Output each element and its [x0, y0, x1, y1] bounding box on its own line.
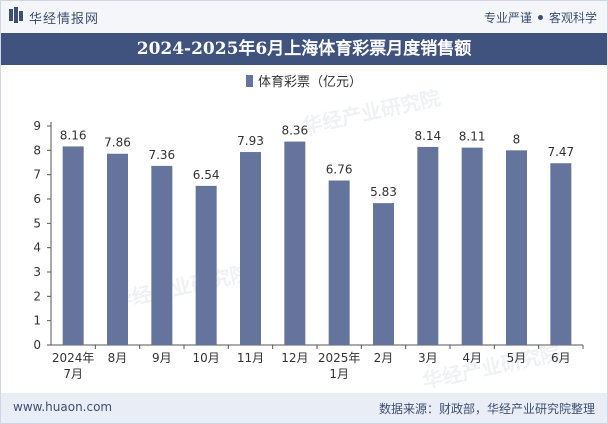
- bar: [107, 153, 128, 345]
- data-label: 8.11: [459, 130, 486, 144]
- data-label: 6.54: [193, 168, 220, 182]
- brand-logo-icon: [9, 7, 23, 27]
- bar: [195, 185, 217, 345]
- y-tick-label: 7: [33, 168, 41, 182]
- x-tick-label: 2024年: [52, 351, 95, 365]
- bar: [506, 150, 527, 345]
- x-tick-label: 4月: [462, 351, 482, 365]
- x-tick-label: 5月: [507, 351, 527, 365]
- x-tick-label: 7月: [63, 367, 83, 381]
- x-tick-label: 2025年: [318, 351, 361, 365]
- y-tick-label: 8: [33, 143, 41, 157]
- bar: [461, 147, 483, 345]
- brand-name: 华经情报网: [29, 11, 100, 27]
- bar: [373, 203, 394, 345]
- data-label: 7.86: [104, 136, 131, 150]
- chart-legend: 体育彩票（亿元）: [1, 71, 607, 90]
- tagline-right: 客观科学: [548, 11, 597, 25]
- data-label: 7.36: [148, 148, 175, 162]
- bar: [240, 152, 261, 345]
- bar: [417, 146, 439, 345]
- bar-chart: 0 1 2 3 4 5 6 7 8 9 8.16 2024年 7月 7.86 8月 7.36 9月 6.54 10月…: [33, 119, 584, 381]
- legend-swatch-icon: [245, 75, 253, 87]
- data-label: 7.47: [547, 145, 574, 159]
- y-tick-label: 1: [33, 314, 41, 328]
- data-label: 7.93: [237, 134, 264, 148]
- bar: [550, 163, 572, 345]
- y-tick-label: 2: [33, 289, 41, 303]
- footer-bar: www.huaon.com 数据来源：财政部，华经产业研究院整理: [1, 393, 607, 423]
- y-tick-label: 3: [33, 265, 41, 279]
- footer-url: www.huaon.com: [13, 400, 113, 414]
- data-label: 8.16: [60, 128, 87, 142]
- y-tick-label: 9: [33, 119, 41, 133]
- bar: [284, 141, 306, 345]
- bar: [328, 180, 350, 345]
- x-tick-label: 8月: [108, 351, 128, 365]
- y-tick-label: 4: [33, 241, 41, 255]
- footer-source: 数据来源：财政部，华经产业研究院整理: [378, 402, 595, 416]
- tagline-left: 专业严谨: [483, 11, 532, 25]
- bar: [151, 165, 173, 345]
- legend-label: 体育彩票（亿元）: [257, 75, 362, 90]
- x-tick-label: 2月: [374, 351, 394, 365]
- tagline: 专业严谨 客观科学: [484, 9, 597, 26]
- y-tick-label: 5: [33, 216, 41, 230]
- data-label: 8: [513, 132, 521, 146]
- brand: 华经情报网: [9, 7, 99, 27]
- tagline-dot-icon: [537, 15, 543, 20]
- bar: [62, 146, 84, 345]
- x-tick-label: 9月: [152, 351, 172, 365]
- y-tick-label: 6: [33, 192, 41, 206]
- x-tick-label: 10月: [193, 351, 220, 365]
- y-tick-label: 0: [33, 338, 41, 352]
- data-label: 6.76: [326, 163, 353, 177]
- x-tick-label: 12月: [281, 351, 308, 365]
- data-label: 8.36: [281, 124, 308, 138]
- data-label: 5.83: [370, 185, 397, 199]
- x-tick-label: 6月: [551, 351, 571, 365]
- x-tick-label: 1月: [329, 367, 349, 381]
- header-bar: 华经情报网 专业严谨 客观科学: [1, 1, 607, 33]
- data-label: 8.14: [414, 129, 441, 143]
- x-tick-label: 3月: [418, 351, 438, 365]
- chart-title: 2024-2025年6月上海体育彩票月度销售额: [136, 39, 472, 59]
- title-bar: 2024-2025年6月上海体育彩票月度销售额: [1, 33, 607, 65]
- x-tick-label: 11月: [237, 351, 264, 365]
